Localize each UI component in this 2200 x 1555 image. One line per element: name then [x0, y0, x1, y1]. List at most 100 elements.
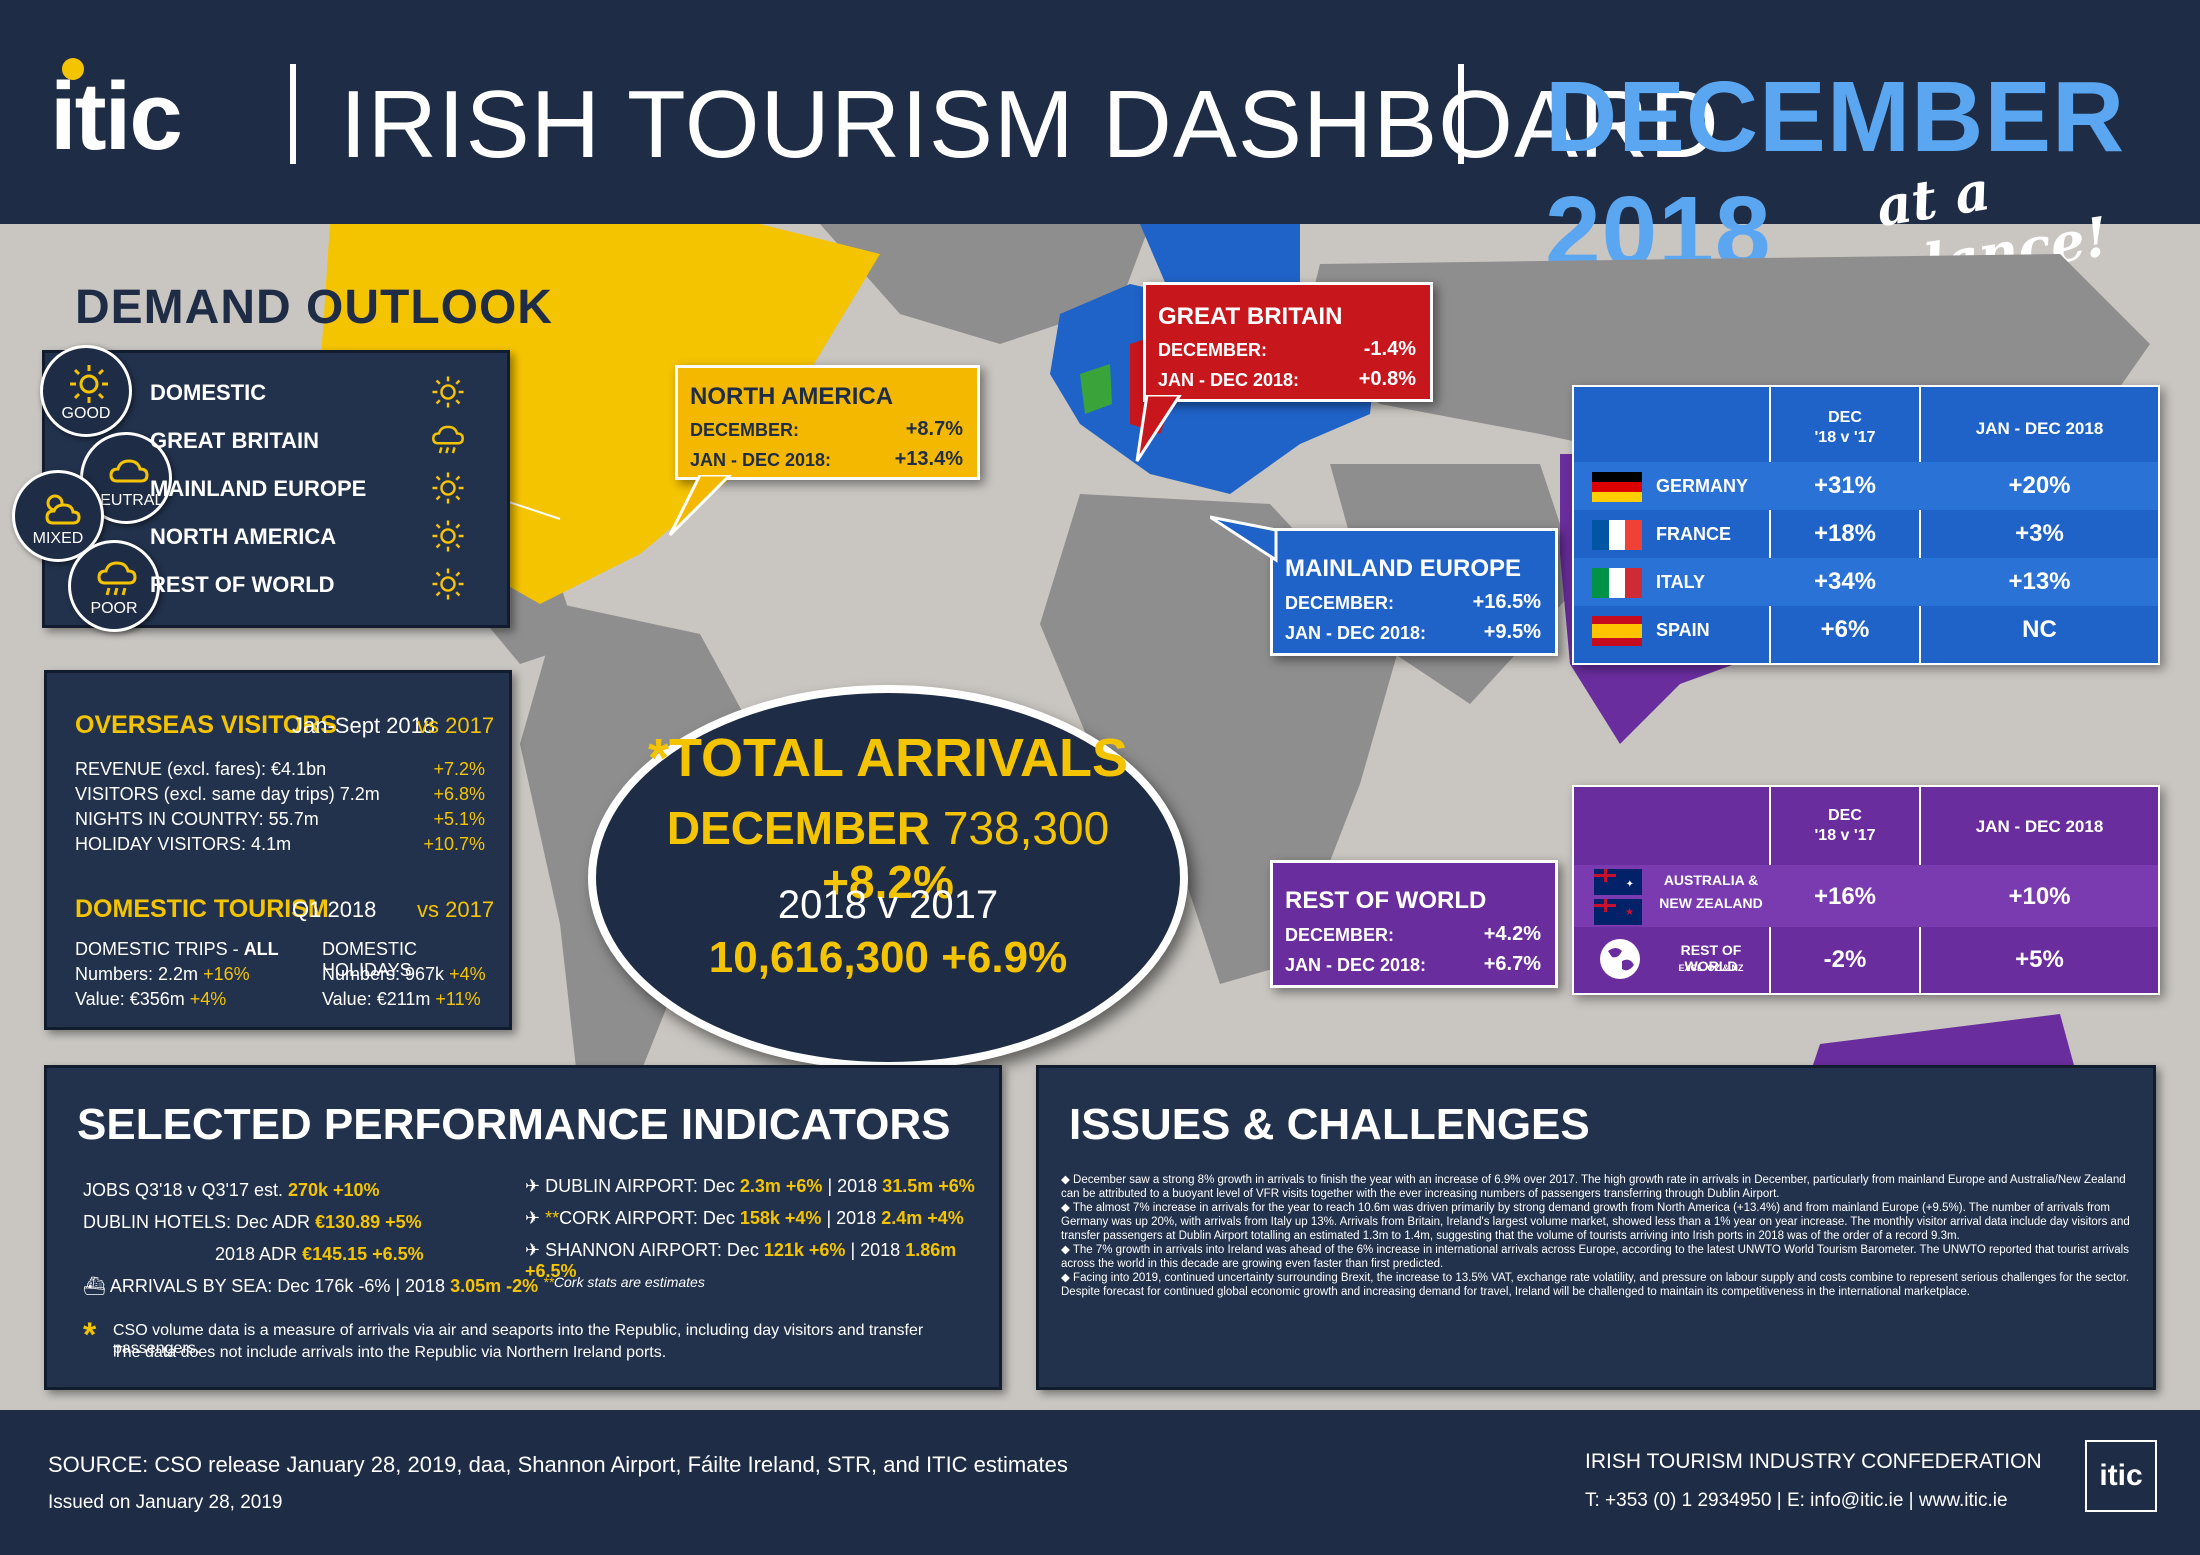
outlook-na-label: NORTH AMERICA: [150, 524, 337, 549]
ireland-shape: [1080, 364, 1112, 414]
performance-indicators-title: SELECTED PERFORMANCE INDICATORS: [77, 1100, 951, 1149]
row-spain-label: SPAIN: [1656, 620, 1710, 640]
header-divider: [1458, 64, 1464, 164]
table-header-dec-sub: '18 v '17: [1814, 429, 1876, 446]
total-arrivals-title: *TOTAL ARRIVALS: [647, 728, 1128, 788]
issues-title: ISSUES & CHALLENGES: [1069, 1100, 1590, 1149]
total-arrivals-ellipse: *TOTAL ARRIVALS DECEMBER 738,300 +8.2% 2…: [588, 685, 1188, 1070]
table-header-dec-sub: '18 v '17: [1814, 827, 1876, 844]
plane-icon: ✈: [525, 1240, 541, 1260]
itic-logo: itic: [50, 58, 183, 172]
mainland-europe-callout-tail: [1210, 515, 1278, 563]
table-divider: [1919, 387, 1921, 663]
rest-of-world-ytd-value: +6.7%: [1483, 953, 1541, 975]
rest-of-world-dec-value: +4.2%: [1483, 923, 1541, 945]
great-britain-callout-tail: [1135, 395, 1182, 462]
domestic-period: Q1 2018: [292, 897, 377, 922]
row-row-dec: -2%: [1823, 946, 1867, 973]
domestic-holidays-numbers: Numbers: 967k +4%: [322, 964, 486, 984]
ship-icon: ⛴: [83, 1276, 106, 1296]
table-row: [1574, 462, 2158, 510]
mainland-europe-dec-value: +16.5%: [1472, 591, 1541, 613]
outlook-row-label: REST OF WORLD: [150, 572, 335, 597]
outlook-gb-label: GREAT BRITAIN: [150, 428, 320, 453]
sea-indicator: ⛴ ARRIVALS BY SEA: Dec 176k -6% | 2018 3…: [83, 1276, 539, 1296]
overseas-period: Jan-Sept 2018: [292, 713, 436, 738]
north-america-dec-label: DECEMBER:: [690, 420, 800, 440]
rest-of-world-dec-label: DECEMBER:: [1285, 925, 1395, 945]
rest-of-world-ytd-label: JAN - DEC 2018:: [1285, 955, 1427, 975]
cork-airport-indicator: ✈ **CORK AIRPORT: Dec 158k +4% | 2018 2.…: [525, 1208, 964, 1228]
new-zealand-flag-icon: ★: [1594, 899, 1642, 925]
total-arrivals-year-value: 10,616,300 +6.9%: [708, 933, 1068, 982]
domestic-trips-value: Value: €356m +4%: [75, 989, 227, 1009]
footnote-line: The data does not include arrivals into …: [113, 1344, 667, 1361]
legend-good: GOOD: [40, 345, 132, 437]
north-america-ytd-label: JAN - DEC 2018:: [690, 450, 832, 470]
table-row: [1574, 865, 2158, 927]
sun-icon: [432, 568, 464, 600]
row-italy-label: ITALY: [1656, 572, 1706, 592]
row-germany-dec: +31%: [1813, 472, 1877, 499]
rest-of-world-callout: REST OF WORLD DECEMBER: +4.2% JAN - DEC …: [1270, 860, 1558, 988]
north-america-callout-tail: [668, 475, 733, 537]
footnote-line: CSO volume data is a measure of arrivals…: [113, 1322, 924, 1357]
cork-note: **Cork stats are estimates: [543, 1274, 705, 1290]
italy-flag-icon: [1592, 568, 1643, 598]
footnote-asterisk: *: [83, 1316, 97, 1354]
table-row: [1574, 558, 2158, 606]
dashboard-title: IRISH TOURISM DASHBOARD: [340, 71, 1720, 178]
domestic-holidays-head: DOMESTIC HOLIDAYS: [322, 939, 418, 980]
issue-paragraph: ◆ The 7% growth in arrivals into Ireland…: [1061, 1244, 2129, 1270]
sun-icon: [432, 376, 464, 408]
cloud-icon: [109, 459, 149, 483]
issues-list: ◆ December saw a strong 8% growth in arr…: [1061, 1173, 2136, 1299]
domestic-holidays-value: Value: €211m +11%: [322, 989, 481, 1009]
north-america-ytd-value: +13.4%: [894, 448, 963, 470]
row-france-ytd: +3%: [2015, 520, 2064, 547]
outlook-europe-label: MAINLAND EUROPE: [150, 476, 367, 501]
mainland-europe-ytd-label: JAN - DEC 2018:: [1285, 623, 1427, 643]
north-america-title: NORTH AMERICA: [690, 383, 894, 410]
demand-outlook-title: DEMAND OUTLOOK: [75, 281, 553, 334]
france-flag-icon: [1592, 520, 1643, 550]
great-britain-callout: GREAT BRITAIN DECEMBER: -1.4% JAN - DEC …: [1143, 282, 1433, 402]
shannon-airport-indicator: ✈ SHANNON AIRPORT: Dec 121k +6% | 2018 1…: [525, 1240, 957, 1281]
row-row-label-2: EXCL. OZ & NZ: [1678, 963, 1744, 973]
footer-issued: Issued on January 28, 2019: [48, 1492, 283, 1513]
germany-flag-icon: [1592, 472, 1642, 502]
header-bar: [0, 0, 2200, 224]
hotels-indicator: DUBLIN HOTELS: Dec ADR €130.89 +5%: [83, 1212, 422, 1232]
row-anz-label-1: AUSTRALIA &: [1663, 872, 1759, 888]
total-arrivals-year-label: 2018 v 2017: [777, 883, 999, 927]
europe-markets-table: DEC '18 v '17 JAN - DEC 2018 GERMANY FRA…: [1572, 385, 2160, 665]
north-america-callout: NORTH AMERICA DECEMBER: +8.7% JAN - DEC …: [675, 365, 980, 480]
header-divider: [290, 64, 296, 164]
great-britain-ytd-value: +0.8%: [1358, 368, 1416, 390]
sun-cloud-icon: [45, 494, 81, 525]
dashboard-month: DECEMBER 2018: [1545, 61, 2126, 288]
row-france-label: FRANCE: [1656, 524, 1731, 544]
sun-icon: [70, 365, 108, 403]
rest-of-world-table: DEC '18 v '17 JAN - DEC 2018 ✦ ★ AUSTRAL…: [1572, 785, 2160, 995]
overseas-row-label: REVENUE (excl. fares): €4.1bn: [75, 759, 327, 779]
great-britain-ytd-label: JAN - DEC 2018:: [1158, 370, 1300, 390]
footer-contact: T: +353 (0) 1 2934950 | E: info@itic.ie …: [1585, 1490, 2008, 1511]
domestic-vs: vs 2017: [417, 897, 495, 922]
table-header-ytd: JAN - DEC 2018: [1975, 419, 2104, 438]
row-anz-label-2: NEW ZEALAND: [1659, 895, 1763, 911]
row-anz-dec: +16%: [1813, 883, 1877, 910]
sun-icon: [432, 472, 464, 504]
row-france-dec: +18%: [1813, 520, 1877, 547]
overseas-row-value: +10.7%: [423, 834, 485, 854]
overseas-row-label: VISITORS (excl. same day trips) 7.2m: [75, 784, 380, 804]
spain-flag-icon: [1592, 616, 1642, 646]
dublin-airport-indicator: ✈ DUBLIN AIRPORT: Dec 2.3m +6% | 2018 31…: [525, 1176, 975, 1196]
adr-indicator: 2018 ADR €145.15 +6.5%: [215, 1244, 424, 1264]
footer-organisation: IRISH TOURISM INDUSTRY CONFEDERATION: [1585, 1450, 2042, 1473]
row-italy-dec: +34%: [1813, 568, 1877, 595]
overseas-row-value: +7.2%: [433, 759, 485, 779]
footer-itic-logo: itic: [2085, 1440, 2157, 1512]
overseas-row-label: NIGHTS IN COUNTRY: 55.7m: [75, 809, 319, 829]
mainland-europe-title: MAINLAND EUROPE: [1285, 555, 1522, 582]
